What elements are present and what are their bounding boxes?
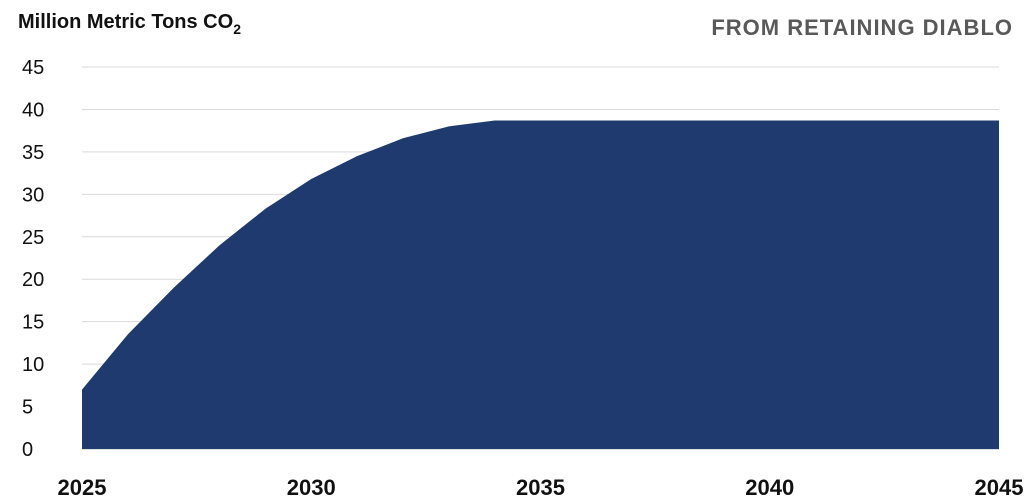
y-tick-label: 25 (22, 227, 44, 249)
y-axis-label-main: Million Metric Tons CO (18, 11, 233, 33)
y-axis-label: Million Metric Tons CO2 (18, 11, 241, 37)
y-tick-label: 40 (22, 99, 44, 121)
y-tick-label: 10 (22, 354, 44, 376)
x-tick-label: 2045 (975, 475, 1024, 499)
y-tick-label: 0 (22, 439, 33, 461)
y-tick-label: 15 (22, 312, 44, 334)
chart-title: FROM RETAINING DIABLO (711, 15, 1013, 40)
x-tick-label: 2035 (516, 475, 565, 499)
y-tick-label: 45 (22, 57, 44, 79)
area-fill (82, 120, 999, 449)
area-series (82, 120, 999, 449)
x-tick-label: 2030 (287, 475, 336, 499)
y-axis-label-subscript: 2 (233, 21, 241, 37)
x-axis-ticks: 2025 2030 2035 2040 2045 (58, 475, 1024, 499)
x-tick-label: 2040 (745, 475, 794, 499)
y-tick-label: 20 (22, 269, 44, 291)
y-axis-ticks: 0 5 10 15 20 25 30 35 40 45 (22, 57, 44, 461)
y-tick-label: 30 (22, 184, 44, 206)
x-tick-label: 2025 (58, 475, 107, 499)
y-tick-label: 5 (22, 397, 33, 419)
y-tick-label: 35 (22, 142, 44, 164)
